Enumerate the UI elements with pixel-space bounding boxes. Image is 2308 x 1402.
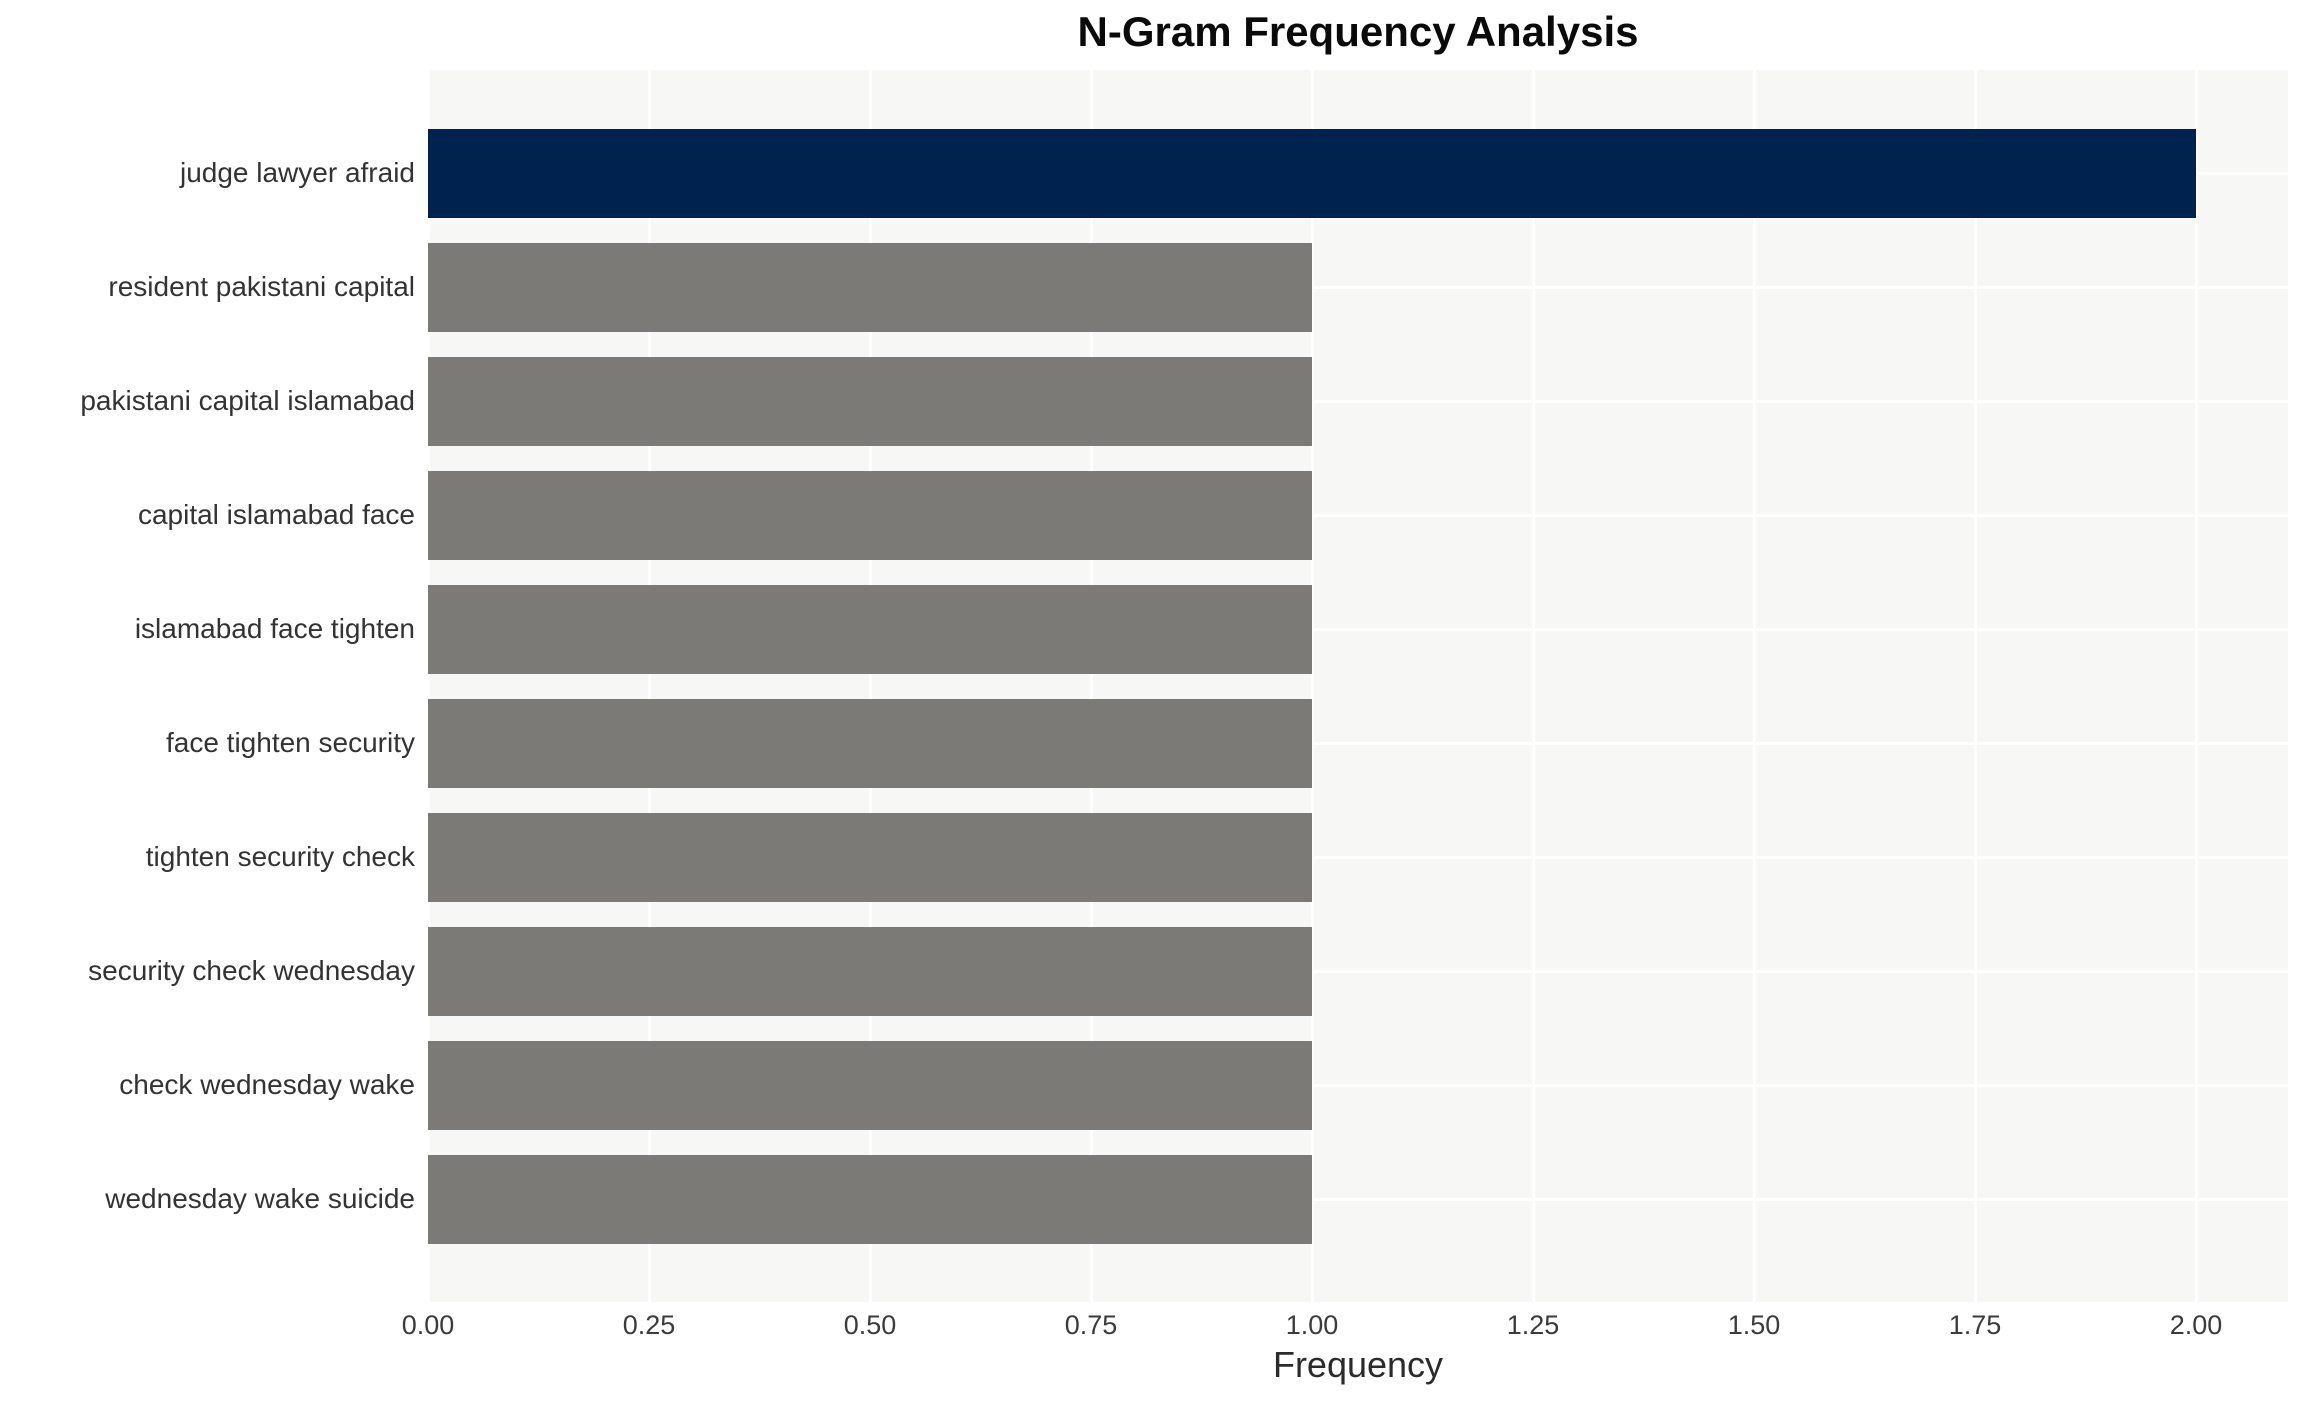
y-axis-label: pakistani capital islamabad [80, 385, 415, 416]
y-gridline [428, 1083, 2288, 1087]
y-axis-label: capital islamabad face [137, 499, 415, 530]
y-axis-label: security check wednesday [88, 955, 415, 986]
plot-area [426, 70, 2288, 1302]
y-axis-label: face tighten security [165, 727, 415, 758]
y-axis-label: judge lawyer afraid [179, 157, 415, 188]
bar-capital-islamabad-face [428, 470, 1313, 560]
y-axis-label: islamabad face tighten [134, 613, 415, 644]
x-tick-label: 1.75 [1948, 1310, 2002, 1340]
bar-pakistani-capital-islamabad [428, 356, 1313, 446]
y-gridline [428, 741, 2288, 745]
y-gridline [428, 399, 2288, 403]
y-axis-label: check wednesday wake [119, 1069, 415, 1100]
bar-security-check-wednesday [428, 926, 1313, 1016]
x-gridline [1089, 70, 1093, 1302]
y-gridline [428, 285, 2288, 289]
y-gridline [428, 855, 2288, 859]
x-gridline [426, 70, 430, 1302]
x-tick-label: 2.00 [2169, 1310, 2223, 1340]
bar-face-tighten-security [428, 698, 1313, 788]
bar-wednesday-wake-suicide [428, 1154, 1313, 1244]
bar-check-wednesday-wake [428, 1040, 1313, 1130]
y-gridline [428, 969, 2288, 973]
x-gridline [1752, 70, 1756, 1302]
x-gridline [647, 70, 651, 1302]
y-gridline [428, 1197, 2288, 1201]
y-axis-label: resident pakistani capital [108, 271, 415, 302]
x-tick-label: 0.50 [843, 1310, 897, 1340]
y-axis-label: tighten security check [145, 841, 415, 872]
chart-title: N-Gram Frequency Analysis [1077, 8, 1639, 55]
x-tick-label: 1.00 [1285, 1310, 1339, 1340]
x-axis-tick-labels: 0.00 0.25 0.50 0.75 1.00 1.25 1.50 1.75 2.00 [402, 1310, 2288, 1346]
x-gridline [1973, 70, 1977, 1302]
y-axis-labels: judge lawyer afraid resident pakistani ca… [0, 70, 415, 1302]
bar-resident-pakistani-capital [428, 242, 1313, 332]
x-tick-label: 1.25 [1506, 1310, 1560, 1340]
y-axis-label: wednesday wake suicide [105, 1183, 415, 1214]
bar-judge-lawyer-afraid [428, 128, 2197, 218]
x-axis-title: Frequency [1272, 1344, 1444, 1385]
x-gridline [1310, 70, 1314, 1302]
x-tick-label: 0.00 [401, 1310, 455, 1340]
bar-islamabad-face-tighten [428, 584, 1313, 674]
x-gridline [868, 70, 872, 1302]
x-tick-label: 0.25 [622, 1310, 676, 1340]
x-gridline [1531, 70, 1535, 1302]
y-gridline [428, 513, 2288, 517]
y-gridline [428, 627, 2288, 631]
bar-tighten-security-check [428, 812, 1313, 902]
x-tick-label: 1.50 [1727, 1310, 1781, 1340]
x-tick-label: 0.75 [1064, 1310, 1118, 1340]
x-gridline [2194, 70, 2198, 1302]
